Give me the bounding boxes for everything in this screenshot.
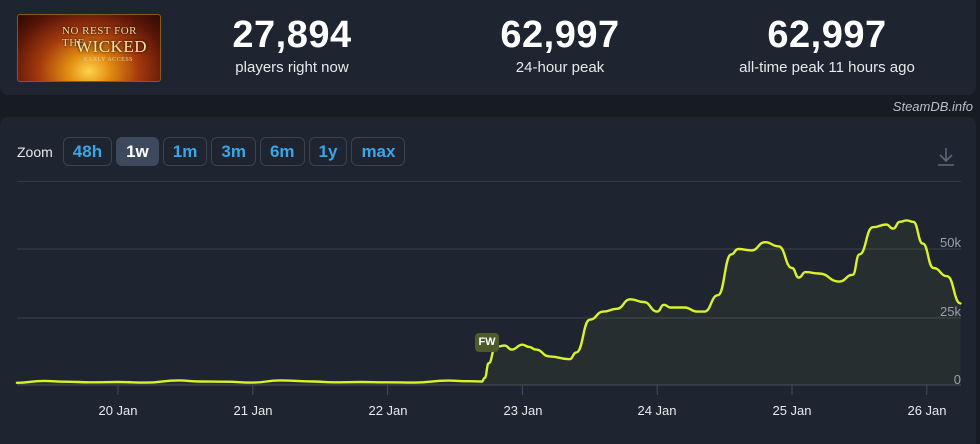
toolbar-divider	[17, 181, 961, 182]
cover-title-line1: NO REST FOR THE	[62, 25, 137, 49]
x-tick-25-jan: 25 Jan	[772, 403, 812, 418]
zoom-max-button[interactable]: max	[351, 137, 406, 166]
cover-title-line2: WICKED	[76, 37, 147, 56]
stat-value: 62,997	[767, 14, 887, 56]
players-line	[15, 219, 962, 384]
stat-label: players right now	[235, 59, 349, 76]
stat-value: 27,894	[232, 14, 352, 56]
stats-header: NO REST FOR THE WICKED EARLY ACCESS 27,8…	[0, 0, 976, 95]
x-tick-24-jan: 24 Jan	[637, 403, 677, 418]
fw-annotation-flag[interactable]: FW	[475, 333, 499, 352]
game-cover-image[interactable]: NO REST FOR THE WICKED EARLY ACCESS	[17, 14, 161, 82]
zoom-1y-button[interactable]: 1y	[308, 137, 348, 166]
stat-all-time-peak: 62,997 all-time peak 11 hours ago	[717, 14, 937, 78]
download-icon[interactable]	[935, 145, 957, 167]
zoom-6m-button[interactable]: 6m	[259, 137, 305, 166]
zoom-3m-button[interactable]: 3m	[211, 137, 256, 166]
x-tick-23-jan: 23 Jan	[503, 403, 543, 418]
x-tick-22-jan: 22 Jan	[368, 403, 408, 418]
zoom-1w-button[interactable]: 1w	[116, 137, 159, 166]
y-tick-25k: 25k	[940, 304, 961, 319]
x-axis-ticks	[117, 385, 928, 395]
stat-label: 24-hour peak	[515, 59, 605, 76]
steamdb-credit-link[interactable]: SteamDB.info	[892, 99, 973, 114]
y-tick-50k: 50k	[940, 235, 961, 250]
cover-title-line3: EARLY ACCESS	[84, 57, 134, 63]
zoom-1m-button[interactable]: 1m	[162, 137, 208, 166]
y-tick-0: 0	[953, 372, 961, 387]
stat-label[interactable]: all-time peak 11 hours ago	[739, 59, 915, 76]
chart-panel	[0, 117, 976, 444]
x-tick-21-jan: 21 Jan	[233, 403, 273, 418]
stat-value: 62,997	[500, 14, 620, 56]
chart-area-fill	[16, 220, 961, 385]
stat-24h-peak: 62,997 24-hour peak	[475, 14, 645, 78]
x-tick-20-jan: 20 Jan	[98, 403, 138, 418]
x-tick-26-jan: 26 Jan	[907, 403, 947, 418]
zoom-48h-button[interactable]: 48h	[62, 137, 113, 166]
zoom-label: Zoom	[17, 143, 53, 160]
stat-players-now: 27,894 players right now	[212, 14, 372, 78]
zoom-toolbar: Zoom 48h 1w 1m 3m 6m 1y max	[17, 137, 406, 166]
